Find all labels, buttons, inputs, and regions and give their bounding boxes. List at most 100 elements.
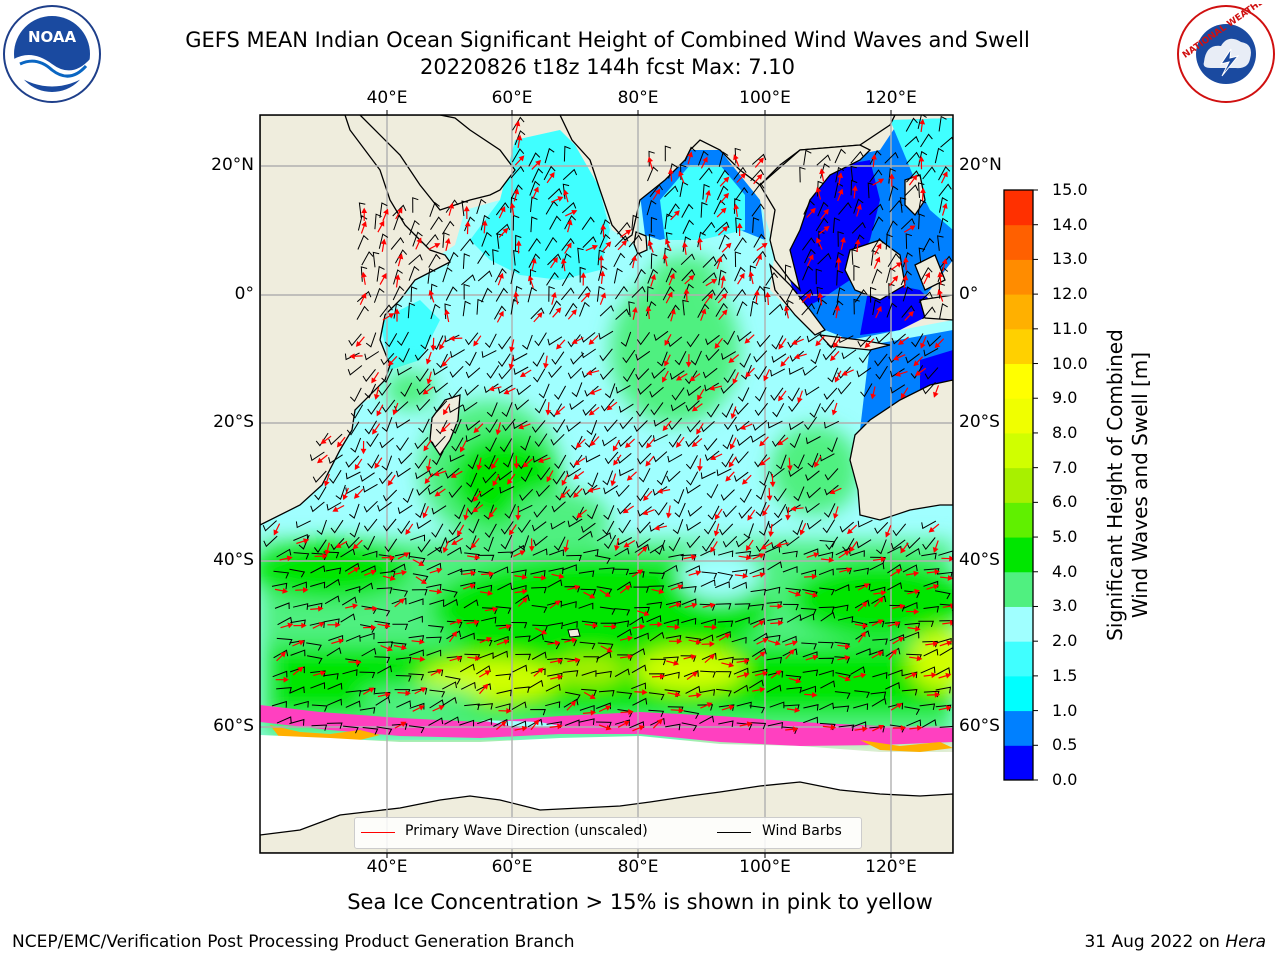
wind-barb	[531, 420, 546, 433]
wind-barb	[752, 420, 768, 431]
wind-barb	[886, 267, 896, 283]
wind-barb	[834, 148, 846, 164]
wind-barb	[603, 534, 617, 550]
wind-barb	[511, 720, 527, 728]
wind-barb	[442, 232, 450, 248]
wind-barb	[431, 505, 447, 515]
wind-barb	[734, 237, 747, 251]
wind-barb	[699, 715, 715, 725]
wind-barb	[685, 455, 698, 470]
wind-barb	[289, 568, 306, 578]
wind-barb	[904, 631, 920, 639]
wind-barb	[822, 519, 836, 534]
wave-arrow-head	[775, 670, 782, 676]
wind-barb	[580, 588, 597, 596]
wind-barb	[613, 267, 623, 284]
wave-arrow-head	[587, 487, 594, 493]
wind-barb	[391, 597, 407, 605]
wave-arrow-head	[514, 120, 521, 127]
wind-barb	[715, 581, 730, 589]
wave-arrow-head	[424, 478, 431, 484]
wind-barb	[901, 689, 918, 696]
wave-arrow-head	[360, 448, 367, 455]
wave-arrow-head	[600, 224, 607, 230]
wind-barb	[690, 350, 702, 366]
wind-barb	[668, 417, 683, 431]
wave-arrow-head	[897, 636, 905, 643]
wind-barb	[750, 588, 767, 596]
wave-arrow-head	[791, 640, 798, 646]
wave-arrow-head	[376, 410, 382, 417]
wind-barb	[872, 299, 881, 315]
wave-arrow-head	[747, 514, 753, 521]
wind-barb	[858, 349, 872, 364]
wave-arrow-head	[470, 542, 477, 549]
wave-arrow-head	[323, 480, 330, 487]
wind-barb	[887, 702, 904, 710]
wave-arrow-head	[759, 572, 766, 578]
wave-arrow-head	[598, 254, 605, 261]
wave-arrow-head	[449, 335, 455, 342]
wind-barb	[442, 681, 457, 690]
wind-barb	[528, 679, 544, 689]
wind-barb	[875, 539, 887, 555]
wind-barb	[390, 563, 406, 572]
wind-barb	[364, 420, 378, 435]
wind-barb	[517, 455, 530, 470]
wind-barb	[680, 253, 695, 266]
wave-arrow-head	[624, 585, 631, 591]
wind-barb	[633, 586, 650, 593]
wave-arrow-head	[372, 605, 378, 612]
wind-barb	[937, 235, 944, 251]
wind-barb	[499, 438, 513, 453]
wave-arrow-head	[721, 293, 728, 300]
wind-barb	[717, 620, 734, 628]
wind-barb	[698, 634, 714, 642]
wind-barb	[704, 382, 720, 392]
wave-arrow-head	[588, 409, 595, 416]
wave-arrow-head	[464, 220, 471, 227]
wind-barb	[838, 202, 852, 215]
wind-barb	[885, 233, 893, 250]
lon-label-top: 100°E	[739, 88, 791, 108]
wave-arrow-head	[515, 515, 522, 521]
wind-barb	[384, 538, 398, 553]
wind-barb	[480, 214, 490, 231]
wind-barb	[732, 581, 748, 590]
wind-barb	[500, 521, 514, 535]
wind-barb	[718, 234, 730, 250]
wind-barb	[615, 384, 631, 394]
wave-arrow-head	[687, 151, 694, 158]
wind-barb	[392, 588, 409, 597]
wind-barb	[885, 682, 900, 690]
wind-barb	[531, 168, 544, 183]
wind-barb	[939, 603, 953, 612]
wave-arrow-head	[423, 445, 429, 452]
wind-barb	[477, 703, 494, 710]
wave-arrow-head	[819, 168, 825, 175]
wave-arrow-head	[914, 625, 921, 632]
wind-barb	[511, 569, 527, 576]
wind-barb	[735, 217, 742, 234]
wind-barb	[408, 265, 420, 281]
wave-arrow-head	[361, 292, 367, 299]
wave-arrow-head	[280, 651, 286, 658]
wave-arrow-head	[398, 598, 405, 604]
wave-arrow-head	[743, 672, 750, 678]
wind-barb	[272, 670, 288, 678]
wind-barb	[637, 383, 652, 395]
wind-barb	[410, 286, 418, 303]
wave-arrow-head	[389, 575, 396, 581]
wind-barb	[316, 519, 327, 536]
wind-barb	[295, 520, 311, 529]
wave-arrow-head	[516, 134, 523, 141]
wind-barb	[765, 634, 781, 642]
wind-barb	[674, 350, 687, 366]
wind-barb	[510, 184, 523, 199]
wind-barb	[445, 675, 461, 685]
wind-barb	[718, 720, 734, 727]
wave-arrow-head	[433, 470, 440, 477]
wave-arrow-head	[436, 669, 443, 675]
wave-arrow-head	[473, 340, 479, 347]
wind-barb	[562, 621, 578, 628]
